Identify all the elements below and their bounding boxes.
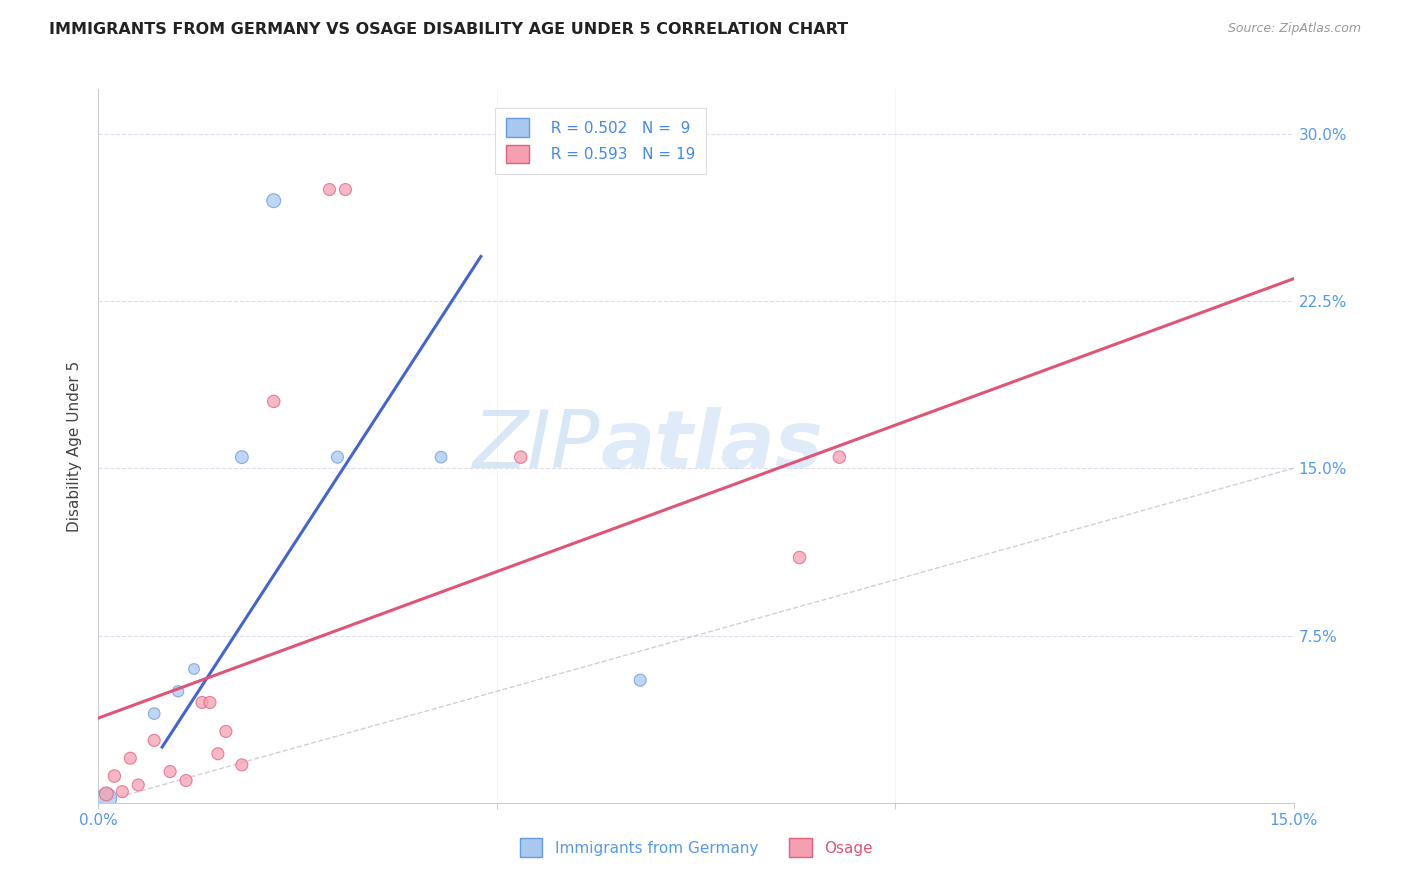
Point [143,706,166,721]
Point [127,778,149,792]
Point [215,724,238,739]
Text: IMMIGRANTS FROM GERMANY VS OSAGE DISABILITY AGE UNDER 5 CORRELATION CHART: IMMIGRANTS FROM GERMANY VS OSAGE DISABIL… [49,22,848,37]
Point [326,450,349,464]
Text: Source: ZipAtlas.com: Source: ZipAtlas.com [1227,22,1361,36]
Point [789,550,811,565]
Point [509,450,531,464]
Point [231,758,253,772]
Point [198,696,221,710]
Point [174,773,197,788]
Point [96,787,118,801]
Point [207,747,229,761]
Legend: Immigrants from Germany, Osage: Immigrants from Germany, Osage [513,832,879,863]
Y-axis label: Disability Age Under 5: Disability Age Under 5 [67,360,83,532]
Point [183,662,205,676]
Point [263,194,285,208]
Text: ZIP: ZIP [472,407,600,485]
Point [159,764,181,779]
Point [231,450,253,464]
Text: atlas: atlas [600,407,823,485]
Point [335,182,357,196]
Point [628,673,651,687]
Point [103,769,125,783]
Point [430,450,453,464]
Point [143,733,166,747]
Point [191,696,214,710]
Point [167,684,190,698]
Point [828,450,851,464]
Point [120,751,142,765]
Point [96,791,118,805]
Point [111,785,134,799]
Point [263,394,285,409]
Point [318,182,340,196]
